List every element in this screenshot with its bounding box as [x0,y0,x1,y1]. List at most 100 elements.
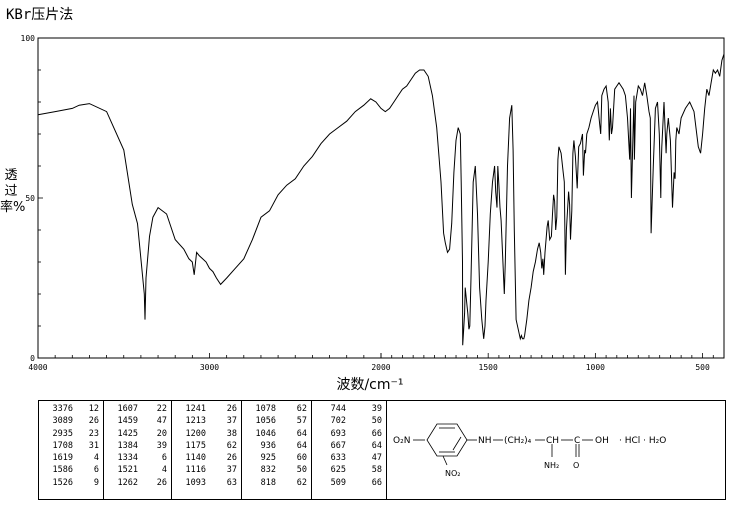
peak-transmittance: 58 [371,465,382,476]
peak-grid: 3376 12 3089 26 2935 23 1708 31 1619 4 1586 6 1526 9 1… [39,401,387,499]
peak-row: 1078 62 [246,403,307,415]
peak-transmittance: 22 [156,404,167,414]
peak-wavenumber: 1200 [185,428,206,439]
peak-transmittance: 66 [371,428,382,439]
peak-transmittance: 47 [371,453,382,464]
peak-wavenumber: 633 [330,453,346,464]
oh-label: OH [595,436,609,446]
peak-wavenumber: 1334 [117,453,138,464]
peak-row: 702 50 [316,415,382,427]
peak-transmittance: 23 [88,428,99,439]
peak-wavenumber: 1056 [255,416,276,427]
peak-row: 936 64 [246,440,307,452]
peak-row: 1241 26 [176,403,237,415]
peak-table-column: 1241 26 1213 37 1200 38 1175 62 1140 26 1116 37 1093… [172,401,242,499]
peak-transmittance: 12 [88,404,99,414]
x-tick-label: 4000 [28,363,47,372]
peak-transmittance: 31 [88,440,99,451]
peak-wavenumber: 1213 [185,416,206,427]
peak-transmittance: 38 [226,428,237,439]
peak-row: 1607 22 [108,403,167,415]
peak-transmittance: 6 [93,465,99,476]
x-tick-label: 2000 [371,363,390,372]
y-tick-label: 0 [30,354,35,363]
peak-transmittance: 64 [296,440,307,451]
peak-wavenumber: 1425 [117,428,138,439]
y-axis-label: 透过率% [0,168,26,215]
peak-wavenumber: 693 [330,428,346,439]
peak-wavenumber: 1459 [117,416,138,427]
peak-wavenumber: 1140 [185,453,206,464]
peak-row: 1175 62 [176,440,237,452]
peak-row: 1526 9 [43,477,99,489]
peak-row: 1334 6 [108,452,167,464]
x-tick-label: 1000 [586,363,605,372]
peak-transmittance: 39 [156,440,167,451]
peak-wavenumber: 2935 [52,428,73,439]
x-tick-label: 3000 [200,363,219,372]
peak-row: 1116 37 [176,464,237,476]
peak-table-column: 1078 62 1056 57 1046 64 936 64 925 60 832 50 818 62 [242,401,312,499]
peak-row: 633 47 [316,452,382,464]
peak-row: 509 66 [316,477,382,489]
peak-transmittance: 4 [93,453,99,464]
peak-wavenumber: 1708 [52,440,73,451]
ch-label: CH [546,436,559,446]
page-title: KBr压片法 [6,7,74,23]
peak-transmittance: 6 [161,453,167,464]
no2-ortho-label: NO₂ [445,469,461,478]
peak-transmittance: 62 [296,477,307,488]
peak-row: 3089 26 [43,415,99,427]
peak-wavenumber: 1262 [117,477,138,488]
peak-wavenumber: 1241 [185,404,206,414]
peak-wavenumber: 832 [260,465,276,476]
peak-table-column: 3376 12 3089 26 2935 23 1708 31 1619 4 1586 6 1526 9 [39,401,104,499]
peak-transmittance: 26 [226,453,237,464]
peak-wavenumber: 1586 [52,465,73,476]
peak-row: 1425 20 [108,428,167,440]
peak-transmittance: 64 [296,428,307,439]
peak-wavenumber: 1607 [117,404,138,414]
peak-transmittance: 9 [93,477,99,488]
peak-row: 1056 57 [246,415,307,427]
peak-transmittance: 63 [226,477,237,488]
peak-row: 1384 39 [108,440,167,452]
peak-transmittance: 57 [296,416,307,427]
peak-wavenumber: 1093 [185,477,206,488]
peak-wavenumber: 925 [260,453,276,464]
peak-wavenumber: 1078 [255,404,276,414]
carbonyl-o-label: O [573,461,579,470]
peak-wavenumber: 1526 [52,477,73,488]
carbonyl-c-label: C [574,436,580,446]
peak-wavenumber: 1619 [52,453,73,464]
peak-transmittance: 62 [226,440,237,451]
peak-wavenumber: 1384 [117,440,138,451]
peak-transmittance: 37 [226,465,237,476]
peak-wavenumber: 625 [330,465,346,476]
peak-transmittance: 26 [156,477,167,488]
peak-wavenumber: 3089 [52,416,73,427]
peak-row: 1459 47 [108,415,167,427]
peak-row: 1262 26 [108,477,167,489]
peak-row: 1093 63 [176,477,237,489]
peak-wavenumber: 1046 [255,428,276,439]
peak-row: 925 60 [246,452,307,464]
molecular-structure: O₂N NH (CH₂)₄ CH NH₂ C O OH · HCl · H₂O … [387,401,725,499]
x-tick-label: 500 [695,363,710,372]
peak-table: 3376 12 3089 26 2935 23 1708 31 1619 4 1586 6 1526 9 1… [38,400,726,500]
peak-row: 667 64 [316,440,382,452]
peak-row: 625 58 [316,464,382,476]
peak-row: 1213 37 [176,415,237,427]
spectrum-line [37,53,725,346]
peak-row: 818 62 [246,477,307,489]
peak-wavenumber: 1175 [185,440,206,451]
x-tick-label: 1500 [479,363,498,372]
peak-wavenumber: 509 [330,477,346,488]
peak-row: 1708 31 [43,440,99,452]
peak-table-column: 1607 22 1459 47 1425 20 1384 39 1334 6 1521 4 1262 26 [104,401,172,499]
peak-row: 744 39 [316,403,382,415]
peak-wavenumber: 3376 [52,404,73,414]
peak-transmittance: 50 [296,465,307,476]
peak-transmittance: 20 [156,428,167,439]
